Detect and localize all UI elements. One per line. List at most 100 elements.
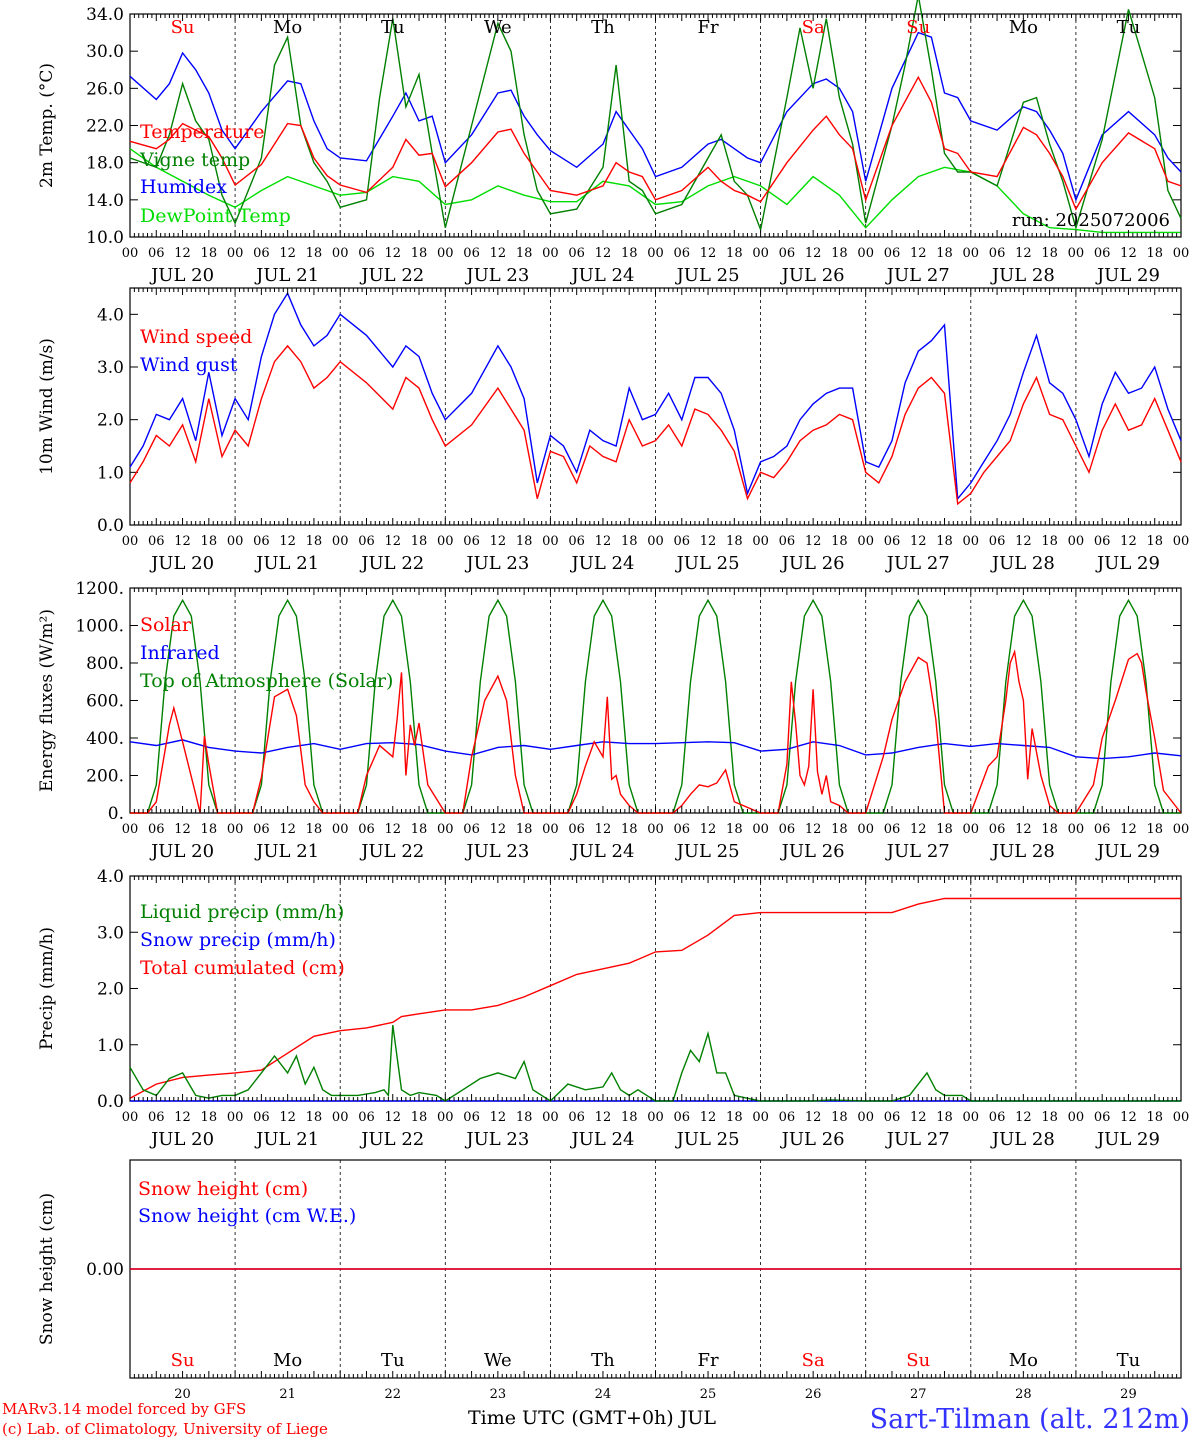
x-hour-label: 12 [910,246,927,261]
x-hour-label: 06 [568,1110,585,1125]
legend-entry: Liquid precip (mm/h) [140,901,344,923]
x-hour-label: 00 [332,534,349,549]
x-hour-label: 18 [831,822,848,837]
x-hour-label: 12 [595,1110,612,1125]
y-tick-label: 22.0 [86,117,124,137]
x-day-number: 28 [1015,1387,1032,1402]
x-hour-label: 18 [516,246,533,261]
x-hour-label: 00 [647,822,664,837]
credit-line-1: MARv3.14 model forced by GFS [2,1400,246,1418]
x-hour-label: 12 [1120,1110,1137,1125]
x-hour-label: 18 [726,1110,743,1125]
credit-line-2: (c) Lab. of Climatology, University of L… [2,1420,328,1438]
run-label: run: 2025072006 [1012,210,1170,231]
x-day-number: 20 [174,1387,191,1402]
legend-entry: Top of Atmosphere (Solar) [140,670,393,692]
x-day-number: 22 [384,1387,401,1402]
y-tick-label: 2.0 [97,980,124,1000]
x-hour-label: 12 [1015,534,1032,549]
x-hour-label: 00 [227,534,244,549]
x-day-number: 23 [490,1387,507,1402]
panel-snow: 0.00 Snow height (cm) Snow height (cm) Snow… [37,1159,1182,1402]
weekday-label: Mo [1009,1350,1038,1371]
weekday-label: Fr [698,17,719,38]
weekday-label: Sa [802,17,825,38]
x-hour-label: 12 [279,246,296,261]
x-hour-label: 00 [857,822,874,837]
x-hour-label: 00 [332,822,349,837]
x-day-label: JUL 24 [569,1129,634,1150]
x-day-number: 26 [805,1387,822,1402]
x-hour-label: 06 [463,822,480,837]
x-hour-label: 18 [621,822,638,837]
x-day-label: JUL 25 [675,553,740,574]
y-axis-title: Precip (mm/h) [37,927,57,1050]
x-hour-label: 18 [201,822,218,837]
legend-entry: Solar [140,614,192,636]
x-hour-label: 06 [779,1110,796,1125]
x-day-label: JUL 21 [254,841,319,862]
weekday-label: We [484,1350,512,1371]
x-hour-label: 06 [568,534,585,549]
x-day-label: JUL 23 [464,553,529,574]
x-hour-label: 12 [384,822,401,837]
x-hour-label: 06 [463,246,480,261]
x-hour-label: 00 [1068,1110,1085,1125]
x-hour-label: 06 [148,1110,165,1125]
x-hour-label: 06 [253,246,270,261]
x-day-label: JUL 24 [569,841,634,862]
x-hour-label: 00 [963,246,980,261]
y-tick-label: 1200. [75,579,124,599]
x-hour-label: 12 [490,1110,507,1125]
y-tick-label: 1000. [75,617,124,637]
x-day-label: JUL 26 [780,265,845,286]
x-hour-label: 00 [1173,534,1190,549]
x-hour-label: 06 [989,534,1006,549]
x-hour-label: 18 [201,534,218,549]
x-hour-label: 12 [595,822,612,837]
y-axis-title: Snow height (cm) [37,1193,57,1345]
x-day-label: JUL 26 [780,553,845,574]
x-hour-label: 18 [726,534,743,549]
x-hour-label: 12 [490,246,507,261]
x-hour-label: 18 [411,822,428,837]
total-cumulated-line [129,897,1181,1099]
x-hour-label: 00 [1068,534,1085,549]
legend-entry: Snow precip (mm/h) [140,929,336,951]
x-hour-label: 18 [201,246,218,261]
x-day-label: JUL 25 [675,265,740,286]
y-tick-label: 3.0 [97,358,124,378]
x-hour-label: 06 [674,246,691,261]
x-hour-label: 06 [253,534,270,549]
x-hour-label: 00 [1068,822,1085,837]
x-hour-label: 00 [647,534,664,549]
x-day-label: JUL 24 [569,553,634,574]
x-hour-label: 18 [621,246,638,261]
y-tick-label: 200. [86,767,124,787]
x-hour-label: 12 [805,246,822,261]
x-day-label: JUL 27 [885,553,950,574]
x-hour-label: 12 [595,534,612,549]
x-hour-label: 12 [384,246,401,261]
weekday-label: Mo [273,1350,302,1371]
x-hour-label: 18 [516,822,533,837]
x-hour-label: 18 [1041,822,1058,837]
weekday-label: Su [171,17,195,38]
y-tick-label: 18.0 [86,154,124,174]
x-hour-label: 06 [884,822,901,837]
x-hour-label: 12 [700,246,717,261]
x-hour-label: 18 [726,246,743,261]
x-hour-label: 18 [201,1110,218,1125]
x-hour-label: 12 [1120,822,1137,837]
humidex-line [129,31,1182,202]
x-hour-label: 00 [122,822,139,837]
x-hour-label: 18 [1041,1110,1058,1125]
x-hour-label: 18 [306,1110,323,1125]
x-day-label: JUL 20 [149,1129,214,1150]
panel-energy: 0. 200. 400. 600. 800. 1000. 1200. Energy fluxe… [37,579,1189,862]
x-hour-label: 12 [1015,246,1032,261]
x-hour-label: 00 [752,534,769,549]
x-axis-title: Time UTC (GMT+0h) JUL [468,1407,716,1429]
x-hour-label: 06 [779,246,796,261]
